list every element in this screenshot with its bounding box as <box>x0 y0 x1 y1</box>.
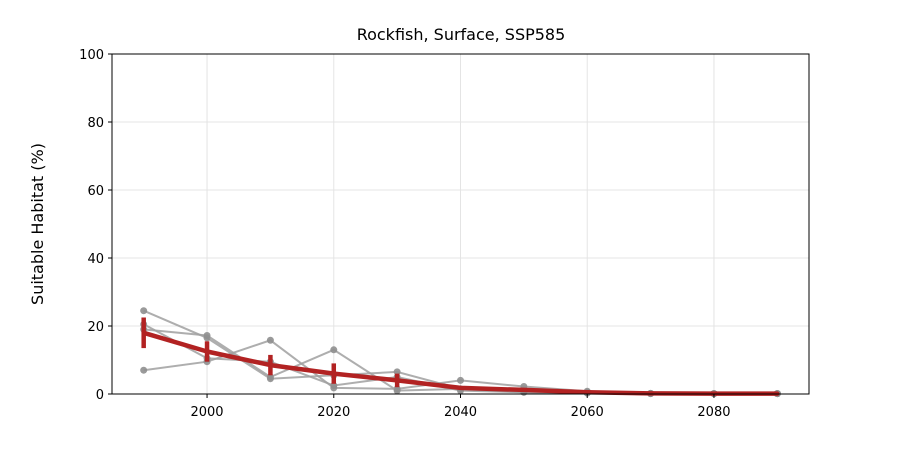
member-point <box>330 346 338 354</box>
member-point <box>140 307 148 315</box>
member-point <box>266 336 274 344</box>
x-tick-label: 2000 <box>190 405 223 420</box>
member-point <box>457 376 464 384</box>
y-tick-label: 60 <box>87 184 104 199</box>
x-tick-label: 2020 <box>317 405 350 420</box>
y-tick-label: 80 <box>87 116 104 131</box>
y-axis-ticks: 0 20 40 60 80 100 <box>79 48 112 403</box>
ensemble-mean-line <box>141 317 780 396</box>
member-point <box>140 366 148 374</box>
y-tick-label: 0 <box>96 388 104 403</box>
y-axis-label: Suitable Habitat (%) <box>28 143 47 305</box>
x-axis-ticks: 2000 2020 2040 2060 2080 <box>190 394 731 420</box>
y-tick-label: 100 <box>79 48 104 63</box>
member-point <box>203 332 211 340</box>
x-tick-label: 2060 <box>571 405 604 420</box>
chart-title: Rockfish, Surface, SSP585 <box>357 25 566 44</box>
x-tick-label: 2040 <box>444 405 477 420</box>
x-tick-label: 2080 <box>697 405 730 420</box>
y-tick-label: 20 <box>87 320 104 335</box>
y-tick-label: 40 <box>87 252 104 267</box>
member-point <box>393 387 401 395</box>
